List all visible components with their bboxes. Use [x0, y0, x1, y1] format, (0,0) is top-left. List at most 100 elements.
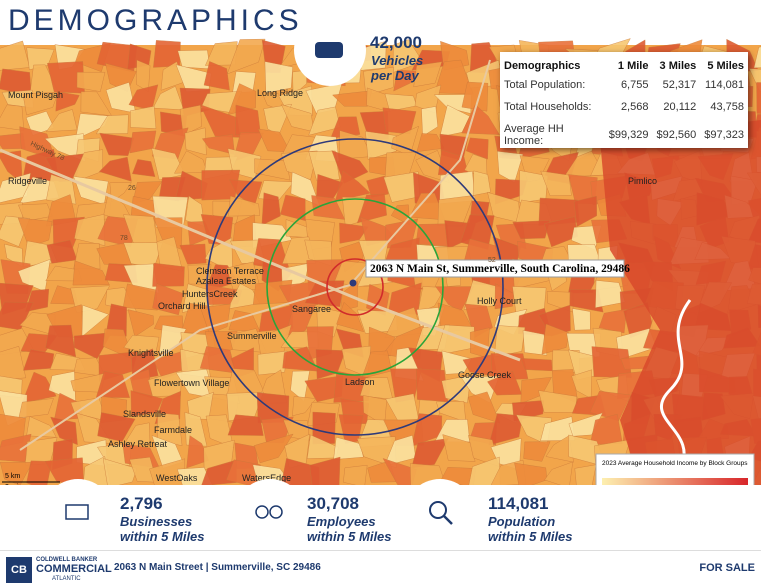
block-group	[200, 303, 231, 335]
stat-value: 30,708	[307, 494, 359, 513]
road-label: 52	[488, 257, 496, 264]
address: 2063 N Main St, Summerville, South Carol…	[370, 263, 630, 275]
block-group	[95, 114, 129, 135]
place-label: Goose Creek	[458, 370, 512, 380]
block-group	[17, 217, 53, 248]
road	[0, 148, 521, 362]
block-group	[413, 61, 443, 88]
stat-value: 2,796	[120, 494, 163, 513]
block-group	[0, 346, 27, 381]
block-group	[421, 106, 439, 137]
block-group	[55, 91, 80, 112]
table-header: Demographics 1 Mile 3 Miles 5 Miles	[500, 58, 748, 74]
place-label: Sangaree	[292, 304, 331, 314]
cart-icon	[65, 504, 89, 520]
block-group	[99, 132, 135, 156]
river	[660, 299, 692, 471]
block-group	[304, 280, 345, 307]
block-group	[312, 411, 336, 445]
block-group	[461, 104, 500, 135]
traffic-value: 42,000	[370, 33, 422, 52]
legend-title: 2023 Average Household Income by Block G…	[602, 460, 748, 467]
place-label: Mount Pisgah	[8, 90, 63, 100]
table-row: Total Population: 6,755 52,317 114,081	[500, 74, 748, 96]
block-group	[22, 91, 59, 116]
block-group	[97, 412, 136, 442]
block-group	[26, 416, 57, 438]
block-group	[152, 283, 184, 316]
road-label: 78	[120, 235, 128, 242]
table-row: Total Households: 2,568 20,112 43,758	[500, 96, 748, 118]
table-cell: $99,329	[608, 129, 649, 141]
people-icon	[269, 505, 283, 519]
block-group	[95, 370, 130, 398]
block-group	[442, 434, 476, 462]
block-group	[472, 170, 491, 196]
place-label: Clemson Terrace	[196, 266, 264, 276]
block-group	[179, 104, 202, 136]
block-group	[330, 116, 361, 139]
block-group	[363, 66, 394, 96]
block-group	[494, 325, 526, 358]
block-group	[102, 458, 138, 489]
block-group	[365, 131, 397, 160]
radius-ring	[326, 258, 384, 316]
column-header: 1 Mile	[617, 60, 649, 72]
stat-value: 114,081	[488, 494, 549, 513]
block-group	[331, 150, 369, 184]
brand-line: ATLANTIC	[52, 576, 81, 582]
block-group	[264, 61, 293, 94]
block-group	[21, 371, 57, 404]
column-header: 5 Miles	[707, 60, 744, 72]
stats-band	[0, 485, 761, 550]
status: FOR SALE	[699, 562, 755, 574]
place-label: Summerville	[227, 331, 277, 341]
table-cell: 6,755	[620, 79, 649, 91]
icon-badge	[404, 479, 476, 551]
block-group	[45, 324, 77, 358]
block-group	[203, 61, 230, 91]
place-label: Farmdale	[154, 425, 192, 435]
block-group	[76, 72, 106, 92]
search-icon	[429, 501, 447, 519]
block-group	[494, 283, 515, 310]
block-group	[257, 350, 288, 376]
search-icon	[443, 515, 453, 525]
icon-badge	[42, 479, 114, 551]
block-group	[488, 413, 523, 446]
block-group	[336, 301, 365, 333]
block-group	[152, 262, 185, 287]
block-group	[292, 396, 317, 417]
block-group	[105, 303, 127, 337]
block-group	[415, 223, 450, 247]
block-group	[520, 358, 553, 372]
block-group	[523, 441, 551, 462]
stat-label: Businesses within 5 Miles	[120, 514, 205, 544]
footer-address: 2063 N Main Street | Summerville, SC 294…	[114, 562, 321, 573]
place-label: Azalea Estates	[196, 276, 257, 286]
block-group	[569, 289, 604, 313]
place-label: Long Ridge	[257, 88, 303, 98]
block-group	[261, 192, 281, 226]
block-group	[98, 156, 132, 182]
table-row: Average HH Income: $99,329 $92,560 $97,323	[500, 118, 748, 152]
place-label: Holly Court	[477, 296, 522, 306]
block-group	[333, 436, 364, 460]
place-label: Ridgeville	[8, 176, 47, 186]
place-label: HuntersCreek	[182, 289, 238, 299]
block-group	[540, 170, 572, 196]
place-label: Pimlico	[628, 176, 657, 186]
block-group	[753, 46, 761, 69]
column-header: Demographics	[504, 60, 581, 72]
block-group	[522, 330, 548, 356]
block-group	[280, 194, 306, 221]
brand-line: COMMERCIAL	[36, 563, 112, 575]
stat-label: Population within 5 Miles	[488, 514, 573, 544]
place-label: Flowertown Village	[154, 378, 229, 388]
block-group	[122, 283, 158, 311]
block-group	[598, 308, 627, 334]
block-group	[512, 220, 551, 240]
block-group	[227, 83, 257, 115]
block-group	[393, 69, 418, 92]
block-group	[226, 38, 266, 75]
